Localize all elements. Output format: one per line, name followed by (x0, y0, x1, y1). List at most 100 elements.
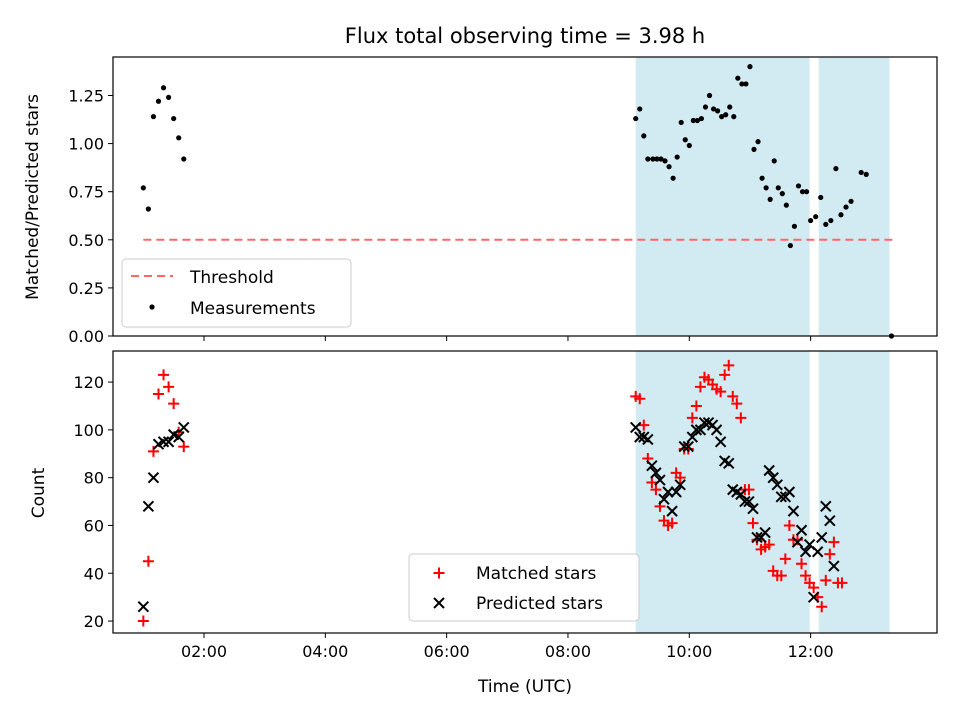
x-tick-label: 02:00 (181, 642, 227, 661)
bottom-panel: 20 40 60 80 100 120 02:00 04:00 06:00 08:00 10:00 1… (29, 350, 938, 661)
measurement-point (743, 81, 749, 87)
y-tick-label: 0.25 (68, 279, 104, 298)
matched-star-point (820, 574, 832, 586)
measurement-point (791, 223, 798, 229)
predicted-star-point (828, 560, 840, 572)
matched-star-point (731, 398, 743, 410)
measurement-point (763, 185, 769, 191)
measurement-point (723, 112, 729, 118)
measurement-point (176, 135, 182, 141)
measurement-point (779, 191, 785, 197)
matched-star-point (800, 570, 812, 582)
y-tick-label: 1.25 (68, 86, 104, 105)
y-tick-label: 120 (73, 373, 104, 392)
predicted-star-point (751, 531, 763, 544)
measurement-point (719, 114, 725, 120)
measurement-point (654, 156, 660, 162)
predicted-star-point (173, 431, 185, 443)
matched-star-point (158, 369, 170, 381)
measurement-point (759, 175, 765, 181)
top-y-axis-label: Matched/Predicted stars (23, 94, 43, 300)
predicted-star-point (811, 546, 824, 558)
matched-star-point (783, 519, 795, 531)
legend-box (408, 553, 640, 622)
predicted-star-point (666, 505, 678, 517)
matched-star-point (646, 476, 658, 488)
predicted-star-point (682, 440, 694, 453)
y-tick-label: 0.00 (68, 327, 104, 346)
measurement-point (641, 133, 647, 139)
matched-star-point (727, 390, 739, 402)
measurement-point (813, 214, 819, 220)
measurement-point (803, 189, 810, 195)
predicted-stars-legend-swatch (433, 597, 445, 609)
predicted-star-point (799, 546, 812, 558)
measurement-point (751, 146, 757, 152)
predicted-star-point (807, 591, 820, 603)
matched-star-point (796, 558, 808, 570)
matched-star-point (694, 381, 706, 393)
predicted-star-point (710, 424, 723, 436)
top-axes-frame (112, 56, 938, 337)
measurement-point (160, 85, 167, 91)
measurement-point (767, 196, 773, 202)
measurement-point (799, 189, 806, 195)
predicted-stars-legend-label: Predicted stars (476, 594, 603, 614)
measurements-legend-label: Measurements (190, 299, 316, 319)
matched-star-point (775, 570, 787, 582)
matched-star-point (808, 582, 820, 594)
measurement-point (828, 217, 834, 224)
predicted-star-point (723, 457, 735, 470)
measurement-point (181, 156, 187, 162)
chart-title: Flux total observing time = 3.98 h (345, 24, 705, 48)
measurement-point (155, 98, 162, 104)
predicted-star-point (674, 479, 686, 491)
measurement-point (838, 212, 844, 218)
measurement-point (637, 106, 643, 112)
measurement-point (662, 158, 668, 164)
y-tick-label: 1.00 (68, 135, 104, 154)
measurement-point (670, 175, 676, 181)
predicted-star-point (137, 601, 150, 613)
measurement-point (755, 139, 761, 145)
shaded-interval (818, 57, 890, 336)
measurement-point (650, 156, 656, 162)
measurement-point (735, 75, 741, 81)
top-legend: Threshold Measurements (121, 258, 352, 328)
measurement-point (823, 221, 829, 227)
matched-star-point (747, 517, 759, 529)
bottom-shaded-intervals (635, 351, 890, 633)
predicted-star-point (787, 505, 800, 517)
measurement-point (795, 183, 802, 189)
predicted-star-point (763, 464, 775, 477)
top-shaded-intervals (635, 57, 890, 336)
predicted-star-point (178, 421, 190, 434)
matched-star-point (763, 539, 775, 551)
measurement-point (674, 154, 680, 160)
shaded-interval (818, 351, 890, 633)
measurement-point (858, 169, 864, 176)
y-tick-label: 100 (73, 421, 104, 440)
y-tick-label: 20 (84, 612, 104, 631)
y-tick-label: 0.50 (68, 231, 104, 250)
measurement-point (150, 114, 157, 120)
measurement-point (843, 204, 849, 210)
measurement-point (666, 164, 672, 170)
measurement-point (140, 185, 146, 191)
predicted-star-point (771, 479, 783, 491)
x-tick-label: 12:00 (788, 642, 834, 661)
predicted-star-point (714, 436, 727, 448)
y-tick-label: 0.75 (68, 183, 104, 202)
x-tick-label: 08:00 (545, 642, 591, 661)
matched-star-point (147, 445, 159, 457)
matched-star-point (824, 548, 836, 560)
matched-star-point (142, 555, 154, 567)
predicted-star-point (743, 495, 755, 508)
measurement-point (833, 166, 839, 172)
threshold-legend-label: Threshold (189, 268, 274, 288)
measurement-point (739, 81, 745, 87)
bottom-legend: Matched stars Predicted stars (408, 553, 640, 622)
x-axis-label: Time (UTC) (477, 677, 572, 697)
predicted-star-point (698, 416, 711, 429)
